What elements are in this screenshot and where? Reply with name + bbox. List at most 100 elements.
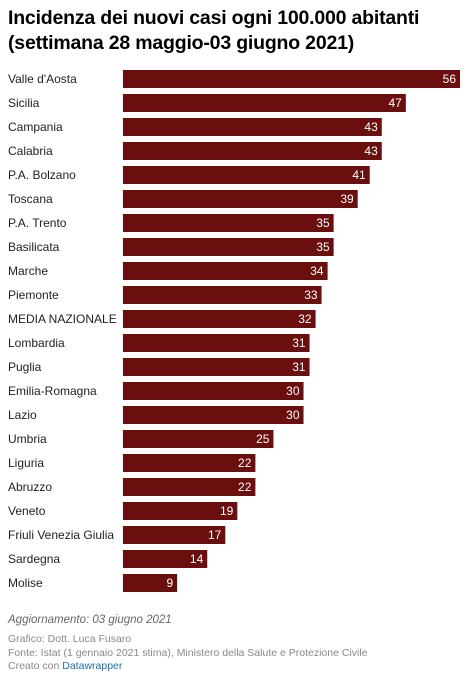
category-label: Toscana <box>8 192 53 206</box>
source-link[interactable]: Ministero della Salute e Protezione Civi… <box>176 647 368 659</box>
value-label: 41 <box>352 168 366 182</box>
value-label: 35 <box>316 240 330 254</box>
value-label: 35 <box>316 216 330 230</box>
created-with-line: Creato con Datawrapper <box>8 660 122 672</box>
chart-title-line1: Incidenza dei nuovi casi ogni 100.000 ab… <box>8 7 420 29</box>
bar <box>123 94 406 112</box>
bar <box>123 478 256 496</box>
bar-row: Sicilia 47 <box>8 94 406 112</box>
bar <box>123 430 274 448</box>
value-label: 17 <box>208 528 222 542</box>
chart-title-line2: (settimana 28 maggio-03 giugno 2021) <box>8 32 355 54</box>
category-label: Friuli Venezia Giulia <box>8 528 114 542</box>
bar-row: Molise 9 <box>8 574 178 592</box>
value-label: 43 <box>364 144 378 158</box>
category-label: Sicilia <box>8 96 40 110</box>
value-label: 14 <box>190 552 204 566</box>
bar-row: Lombardia 31 <box>8 334 310 352</box>
value-label: 22 <box>238 480 252 494</box>
category-label: Marche <box>8 264 48 278</box>
value-label: 39 <box>340 192 354 206</box>
bar-row: Lazio 30 <box>8 406 304 424</box>
update-note: Aggiornamento: 03 giugno 2021 <box>8 614 172 626</box>
value-label: 22 <box>238 456 252 470</box>
category-label: Veneto <box>8 504 46 518</box>
bar-row: Friuli Venezia Giulia 17 <box>8 526 226 544</box>
bar-row: Marche 34 <box>8 262 328 280</box>
bar-row: Basilicata 35 <box>8 238 334 256</box>
value-label: 43 <box>364 120 378 134</box>
bar-row: Campania 43 <box>8 118 382 136</box>
bar-row: Emilia-Romagna 30 <box>8 382 304 400</box>
bar <box>123 310 316 328</box>
source-line: Fonte: Istat (1 gennaio 2021 stima), Min… <box>8 647 368 659</box>
category-label: Emilia-Romagna <box>8 384 97 398</box>
bar-row: MEDIA NAZIONALE 32 <box>8 310 316 328</box>
bar-row: Liguria 22 <box>8 454 256 472</box>
category-label: Basilicata <box>8 240 60 254</box>
bar <box>123 334 310 352</box>
bar-row: Abruzzo 22 <box>8 478 256 496</box>
value-label: 32 <box>298 312 312 326</box>
bar-row: P.A. Bolzano 41 <box>8 166 370 184</box>
bar <box>123 526 226 544</box>
category-label: Liguria <box>8 456 44 470</box>
bar <box>123 454 256 472</box>
value-label: 47 <box>388 96 402 110</box>
bar <box>123 118 382 136</box>
credit-line: Grafico: Dott. Luca Fusaro <box>8 633 132 645</box>
bar <box>123 238 334 256</box>
category-label: Lombardia <box>8 336 65 350</box>
bar <box>123 286 322 304</box>
category-label: MEDIA NAZIONALE <box>8 312 117 326</box>
value-label: 33 <box>304 288 318 302</box>
bar <box>123 166 370 184</box>
value-label: 30 <box>286 408 300 422</box>
category-label: Umbria <box>8 432 47 446</box>
bar <box>123 214 334 232</box>
bar <box>123 358 310 376</box>
value-label: 30 <box>286 384 300 398</box>
value-label: 19 <box>220 504 234 518</box>
datawrapper-link[interactable]: Datawrapper <box>62 660 123 672</box>
bar-row: Valle d'Aosta 56 <box>8 70 460 88</box>
bar <box>123 502 238 520</box>
bar-row: Veneto 19 <box>8 502 238 520</box>
category-label: P.A. Bolzano <box>8 168 76 182</box>
value-label: 25 <box>256 432 270 446</box>
bar-row: P.A. Trento 35 <box>8 214 334 232</box>
bar-row: Puglia 31 <box>8 358 310 376</box>
bar <box>123 550 208 568</box>
value-label: 56 <box>443 72 457 86</box>
category-label: Sardegna <box>8 552 60 566</box>
bar <box>123 142 382 160</box>
category-label: P.A. Trento <box>8 216 67 230</box>
bar <box>123 382 304 400</box>
category-label: Molise <box>8 576 43 590</box>
bar-row: Calabria 43 <box>8 142 382 160</box>
bar-row: Toscana 39 <box>8 190 358 208</box>
bar <box>123 406 304 424</box>
category-label: Calabria <box>8 144 53 158</box>
value-label: 31 <box>292 336 306 350</box>
bar-row: Sardegna 14 <box>8 550 208 568</box>
bar <box>123 70 460 88</box>
category-label: Valle d'Aosta <box>8 72 77 86</box>
category-label: Campania <box>8 120 63 134</box>
category-label: Piemonte <box>8 288 59 302</box>
bar <box>123 574 178 592</box>
value-label: 9 <box>166 576 173 590</box>
category-label: Lazio <box>8 408 37 422</box>
category-label: Abruzzo <box>8 480 52 494</box>
value-label: 34 <box>310 264 324 278</box>
bar-row: Umbria 25 <box>8 430 274 448</box>
category-label: Puglia <box>8 360 42 374</box>
created-prefix: Creato con <box>8 660 63 672</box>
value-label: 31 <box>292 360 306 374</box>
source-prefix: Fonte: Istat (1 gennaio 2021 stima), <box>8 647 177 659</box>
bar-row: Piemonte 33 <box>8 286 322 304</box>
chart-title: Incidenza dei nuovi casi ogni 100.000 ab… <box>8 6 463 56</box>
bar <box>123 262 328 280</box>
